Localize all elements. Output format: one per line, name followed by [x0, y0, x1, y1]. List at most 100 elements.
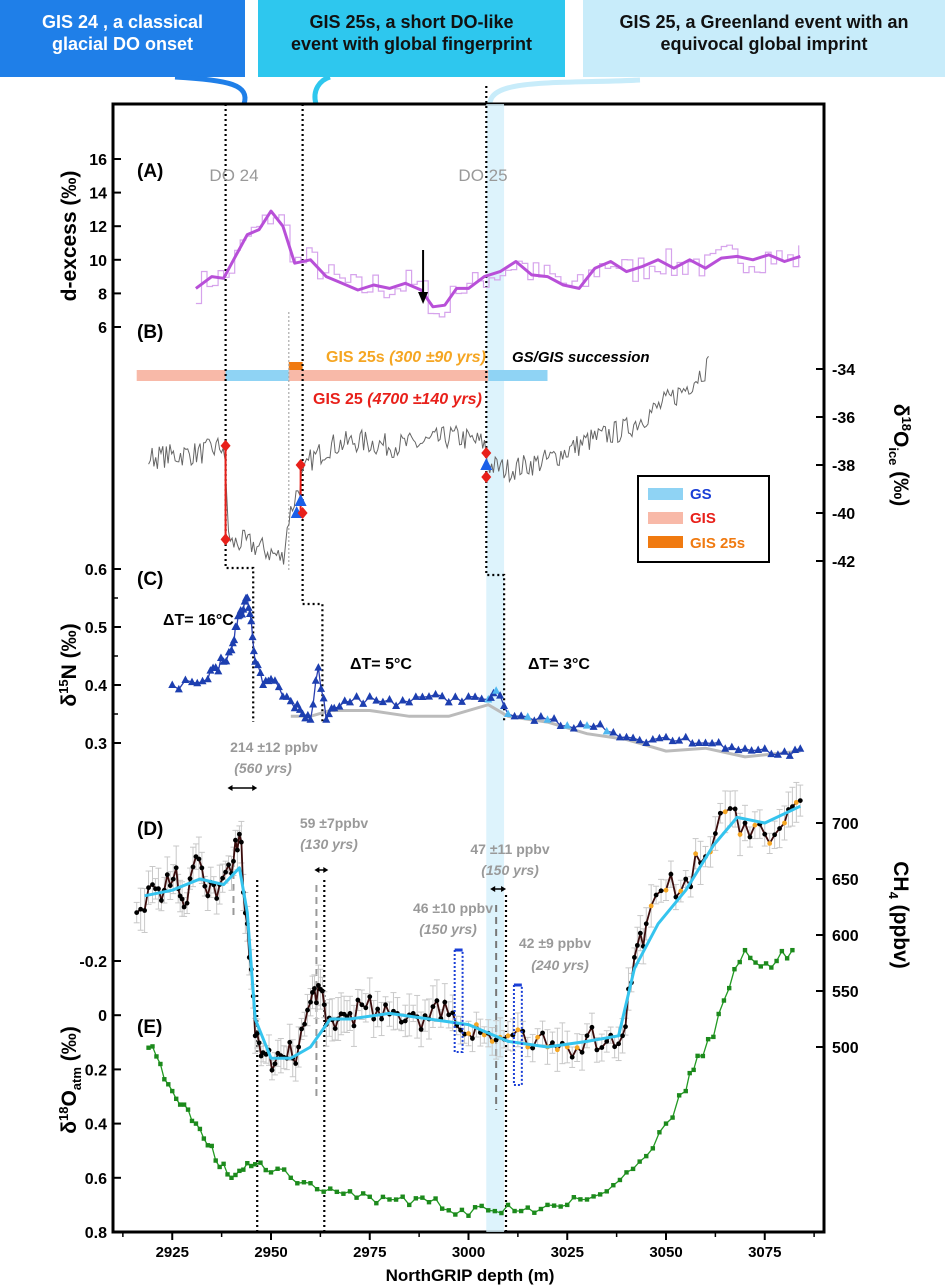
ch4-point-136: [584, 1033, 590, 1039]
d18oatm-label-main: δ: [58, 1121, 81, 1134]
d15n-tick-label-0.5: 0.5: [85, 620, 107, 637]
d18oice-marker-blue-7: [480, 458, 493, 470]
succession-bar-gis25s-4: [288, 362, 303, 370]
d15n-marker-95: [536, 711, 545, 720]
d18oice-marker-red-0: [220, 439, 231, 452]
d15n-marker-81: [464, 692, 473, 700]
ch4-point-155: [658, 888, 664, 894]
callout-gis24-line2: glacial DO onset: [51, 34, 194, 54]
d18oatm-marker-9: [181, 1102, 187, 1107]
d18oatm-marker-95: [691, 1067, 696, 1073]
y-axis-label-d18oice: δ18Oice (‰): [886, 404, 914, 506]
d15n-marker-106: [609, 728, 618, 736]
ch4-point-148: [632, 955, 637, 960]
d15n-marker-105: [602, 726, 611, 735]
d15n-marker-93: [523, 712, 532, 720]
d18oatm-marker-84: [624, 1170, 629, 1175]
event-label-do25: DO 25: [458, 166, 507, 185]
d18oatm-marker-8: [177, 1102, 183, 1107]
callout-gis25-line2: equivocal global imprint: [660, 34, 868, 54]
d18oatm-marker-3: [158, 1061, 163, 1067]
x-tick-label-2950: 2950: [254, 1244, 287, 1261]
d18oatm-marker-23: [237, 1168, 242, 1174]
d18oatm-label-rest: O: [58, 1090, 81, 1106]
d18oatm-marker-2: [154, 1054, 159, 1059]
d18oatm-marker-37: [314, 1186, 320, 1192]
gis25s-duration: (300 ±90 yrs): [389, 349, 486, 366]
dexcess-tick-label-10: 10: [89, 253, 107, 270]
d15n-model-line: [290, 703, 801, 759]
d15n-marker-56: [319, 693, 328, 702]
connector-gis25s: [312, 74, 331, 105]
d15n-marker-131: [773, 750, 782, 758]
d18oatm-tick-label-0: 0: [98, 1008, 107, 1025]
ch4-point-82: [355, 997, 361, 1003]
succession-bar-gs-3: [488, 370, 548, 381]
d15n-marker-61: [335, 702, 344, 710]
ch4-point-142: [612, 1044, 618, 1050]
d15n-marker-126: [741, 744, 749, 752]
ch4-point-9: [164, 872, 170, 878]
ch4-point-156: [663, 887, 669, 893]
d15n-marker-19: [232, 622, 241, 630]
ch4-point-11: [170, 876, 176, 882]
d15n-tick-label-0.6: 0.6: [85, 562, 107, 579]
callout-gis25s-line2: event with global fingerprint: [290, 34, 532, 54]
d15n-marker-54: [314, 663, 323, 671]
d15n-marker-78: [444, 697, 453, 706]
y-axis-label-ch4: CH4 (ppbv): [886, 861, 912, 969]
d18oatm-marker-11: [189, 1118, 195, 1124]
ch4-point-122: [515, 1027, 521, 1033]
ch4-point-139: [599, 1045, 605, 1050]
d18oatm-marker-99: [711, 1034, 716, 1040]
ch4-point-52: [272, 1061, 278, 1067]
ch4-point-57: [287, 1039, 293, 1045]
ch4-point-162: [693, 851, 699, 857]
ch4-point-169: [727, 806, 733, 811]
d15n-marker-51: [306, 715, 315, 723]
ch4-point-36: [237, 831, 242, 837]
d15n-marker-23: [238, 609, 247, 618]
ch4-point-7: [158, 898, 164, 903]
callout-gis25: GIS 25, a Greenland event with an equivo…: [583, 0, 945, 77]
ch4-point-184: [797, 798, 803, 803]
ch4-point-45: [254, 1031, 260, 1036]
series-layer: [133, 209, 805, 1218]
d15n-marker-111: [642, 738, 651, 746]
d18oatm-marker-34: [295, 1181, 300, 1186]
d18oatm-marker-94: [687, 1070, 692, 1076]
d18oatm-marker-110: [769, 965, 774, 970]
d15n-marker-118: [688, 739, 697, 747]
ch4-point-0: [134, 910, 140, 915]
d18oatm-marker-105: [742, 947, 748, 953]
d15n-marker-109: [629, 733, 638, 741]
d18oatm-marker-64: [492, 1208, 498, 1214]
d15n-marker-104: [596, 719, 605, 728]
ch4-point-93: [398, 1019, 404, 1025]
ch4-point-27: [214, 896, 220, 901]
ch4-point-145: [623, 1024, 628, 1030]
ch4-point-83: [359, 1002, 365, 1008]
d15n-marker-82: [471, 692, 480, 700]
d15n-marker-70: [392, 701, 401, 709]
d15n-tick-label-0.4: 0.4: [85, 678, 107, 695]
d15n-marker-88: [496, 691, 505, 699]
d18oatm-marker-14: [201, 1136, 207, 1141]
succession-caption: GS/GIS succession: [512, 349, 650, 366]
d15n-marker-123: [721, 744, 730, 752]
ch4-point-171: [737, 832, 743, 837]
d15n-marker-32: [249, 646, 258, 655]
d15n-marker-110: [635, 735, 644, 744]
callout-gis24-line1: GIS 24 , a classical: [41, 12, 204, 32]
callout-gis25-line1: GIS 25, a Greenland event with an: [619, 12, 909, 32]
ch4-label-unit: (ppbv): [889, 899, 912, 969]
ch4-point-22: [199, 865, 205, 871]
ch4-duration-arrow-left-2: [490, 886, 496, 892]
d18oatm-tick-label-0.8: 0.8: [85, 1225, 107, 1242]
ch4-point-34: [233, 837, 238, 843]
d18oatm-marker-108: [758, 964, 763, 969]
d18oatm-marker-58: [453, 1212, 458, 1217]
ch4-point-71: [321, 1002, 327, 1008]
ch4-point-140: [604, 1039, 610, 1044]
d18oatm-marker-41: [341, 1191, 346, 1196]
